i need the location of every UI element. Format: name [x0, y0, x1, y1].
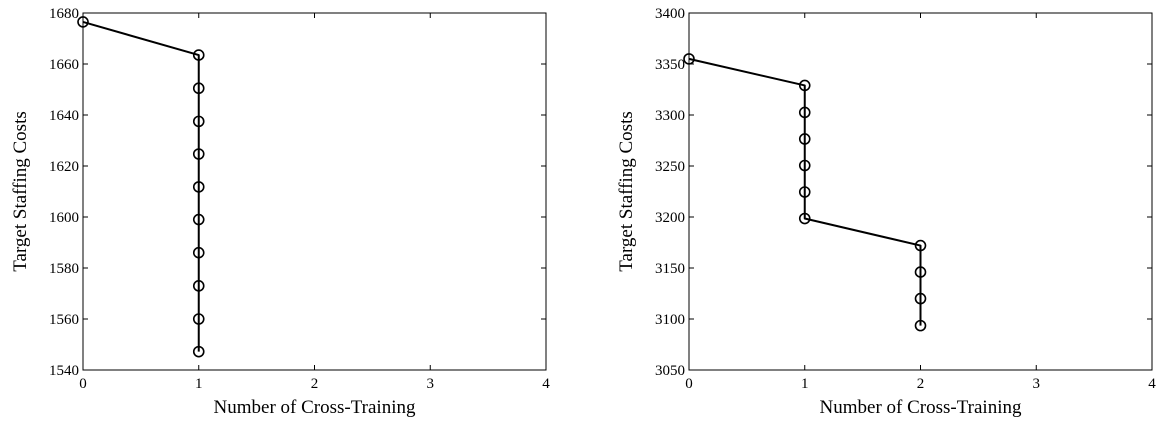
- y-tick-label: 1640: [49, 108, 79, 124]
- y-axis-label: Target Staffing Costs: [10, 111, 31, 272]
- data-point-marker: [914, 319, 927, 332]
- x-tick-label: 3: [1033, 376, 1041, 392]
- data-point-marker: [192, 213, 205, 226]
- x-axis-label: Number of Cross-Training: [820, 397, 1022, 418]
- y-tick-label: 3400: [655, 6, 685, 22]
- y-tick-label: 1580: [49, 261, 79, 277]
- y-tick-label: 1600: [49, 210, 79, 226]
- data-point-marker: [798, 133, 811, 145]
- x-tick-label: 1: [195, 376, 203, 392]
- data-point-marker: [192, 313, 205, 325]
- y-tick-label: 1660: [49, 57, 79, 73]
- chart-left: 0 1 2 3 4 1540 1560 1580 1600 1620 1640 1660 1680 Num…: [10, 6, 550, 418]
- data-point-marker: [914, 292, 927, 305]
- x-tick-label: 2: [311, 376, 319, 392]
- series-line: [688, 57, 922, 326]
- data-point-marker: [192, 49, 205, 61]
- data-point-marker: [798, 159, 811, 172]
- x-tick-label: 4: [542, 376, 550, 392]
- data-point-marker: [798, 106, 811, 119]
- y-tick-label: 3200: [655, 210, 685, 226]
- y-tick-label: 3300: [655, 108, 685, 124]
- data-point-marker: [192, 181, 205, 193]
- data-point-marker: [798, 79, 811, 92]
- x-axis-label: Number of Cross-Training: [214, 397, 416, 418]
- x-tick-label: 4: [1148, 376, 1156, 392]
- series-line: [82, 20, 200, 352]
- plot-area-frame: [82, 12, 547, 371]
- data-point-marker: [914, 239, 927, 252]
- y-tick-label: 3250: [655, 159, 685, 175]
- x-tick-label: 2: [917, 376, 925, 392]
- y-tick-label: 1680: [49, 6, 79, 22]
- y-tick-label: 1540: [49, 363, 79, 379]
- data-point-marker: [77, 16, 89, 28]
- data-point-marker: [914, 266, 927, 278]
- data-point-marker: [192, 246, 205, 259]
- y-tick-label: 1560: [49, 312, 79, 328]
- y-tick-label: 3100: [655, 312, 685, 328]
- y-tick-label: 3150: [655, 261, 685, 277]
- chart-right: 0 1 2 3 4 3050 3100 3150 3200 3250 3300 3350 3400 Num…: [616, 6, 1156, 418]
- x-tick-label: 0: [79, 376, 87, 392]
- data-point-marker: [798, 186, 811, 198]
- y-tick-label: 3350: [655, 57, 685, 73]
- data-point-marker: [192, 280, 205, 292]
- data-point-marker: [192, 115, 205, 128]
- data-point-marker: [683, 53, 695, 65]
- y-tick-label: 3050: [655, 363, 685, 379]
- data-point-marker: [192, 82, 205, 95]
- x-tick-label: 0: [685, 376, 693, 392]
- data-point-marker: [798, 212, 811, 225]
- data-point-marker: [192, 148, 205, 160]
- y-axis-label: Target Staffing Costs: [616, 111, 637, 272]
- x-tick-label: 3: [427, 376, 435, 392]
- x-tick-label: 1: [801, 376, 809, 392]
- y-tick-label: 1620: [49, 159, 79, 175]
- data-point-marker: [192, 345, 205, 358]
